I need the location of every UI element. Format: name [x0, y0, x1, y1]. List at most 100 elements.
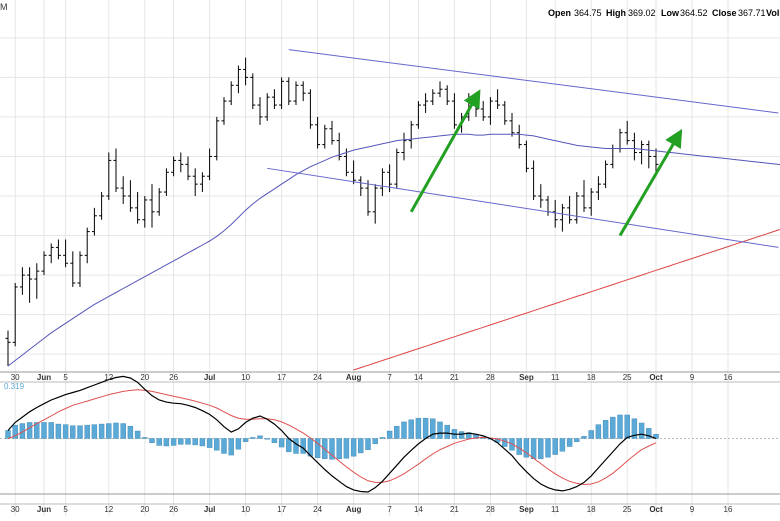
ohlc-bar — [523, 140, 529, 173]
ohlc-bar — [322, 124, 328, 149]
macd-histogram-bar — [502, 438, 508, 447]
macd-histogram-bar — [386, 430, 393, 439]
long-moving-average-line — [353, 228, 780, 371]
ohlc-bar — [127, 180, 133, 212]
ohlc-bar — [228, 81, 234, 106]
macd-histogram-bar — [41, 422, 47, 439]
header: M Open 364.75 High 369.02 Low 364.52 Clo… — [0, 2, 780, 391]
ohlc-bar — [185, 156, 191, 181]
x-tick-label: 25 — [623, 373, 632, 382]
macd-histogram-bar — [631, 418, 638, 439]
x-tick-label: 26 — [169, 373, 178, 382]
macd-histogram-bar — [199, 438, 206, 447]
ohlc-bar — [639, 140, 645, 165]
ohlc-bar — [135, 192, 141, 224]
x-tick-label: 24 — [313, 373, 322, 382]
ohlc-bar — [264, 93, 270, 121]
macd-histogram-bar — [610, 416, 616, 439]
macd-histogram-bar — [581, 436, 587, 439]
macd-histogram-bar — [458, 431, 465, 439]
x-tick-label: 11 — [551, 373, 560, 382]
low-label: Low — [661, 8, 680, 18]
high-label: High — [606, 8, 626, 18]
macd-histogram-bar — [595, 424, 602, 439]
macd-histogram-bar — [638, 422, 645, 439]
ohlc-bar — [329, 120, 335, 145]
ohlc-bar — [430, 89, 436, 106]
macd-histogram-bar — [574, 438, 580, 442]
ohlc-bar — [199, 172, 205, 193]
x-tick-label: 17 — [277, 373, 286, 382]
macd-histogram-bar — [84, 424, 90, 439]
ohlc-bar — [99, 192, 105, 220]
ohlc-bar — [235, 65, 241, 94]
macd-histogram-bar — [206, 438, 213, 448]
macd-histogram-bar — [221, 438, 227, 454]
annotations — [267, 49, 779, 248]
ohlc-bar — [257, 97, 263, 125]
high-value: 369.02 — [628, 8, 656, 18]
x-tick-label: 16 — [724, 505, 733, 514]
macd-signal-line — [7, 389, 657, 486]
ohlc-bar — [48, 243, 54, 264]
ohlc-bar — [365, 180, 371, 216]
macd-histogram-bar — [178, 438, 184, 445]
ohlc-bar — [91, 207, 97, 236]
close-value: 367.71 — [738, 8, 766, 18]
ohlc-bar — [487, 97, 493, 125]
x-tick-label: 21 — [450, 373, 459, 382]
open-label: Open — [548, 8, 571, 18]
macd-histogram-bar — [358, 438, 364, 454]
ohlc-bar — [502, 101, 508, 125]
macd-histogram-bar — [98, 423, 105, 439]
macd-histogram-bar — [293, 438, 299, 454]
ohlc-bar — [27, 267, 33, 303]
close-label: Close — [712, 8, 737, 18]
macd-histogram-bar — [156, 438, 162, 446]
macd-histogram-bar — [444, 424, 450, 439]
x-tick-label: 14 — [414, 373, 423, 382]
macd-histogram-bar — [602, 420, 609, 439]
ohlc-bar — [531, 160, 537, 200]
x-axis: 30 Jun 5 12 20 26 Jul 10 17 24 Aug 7 14 21 28 Sep 11 18 25… — [11, 373, 733, 514]
ohlc-bar — [444, 85, 450, 106]
x-tick-label: Oct — [649, 505, 663, 514]
macd-histogram-bar — [185, 438, 191, 445]
macd-histogram-bar — [26, 422, 33, 439]
ohlc-bar — [379, 168, 385, 196]
macd-histogram-bar — [379, 437, 386, 439]
ohlc-bar — [394, 148, 400, 189]
x-tick-label: Sep — [519, 373, 534, 382]
macd-histogram-bar — [149, 438, 155, 443]
x-tick-label: 30 — [11, 505, 20, 514]
price-panel — [5, 57, 659, 367]
macd-histogram-bar — [538, 438, 544, 460]
macd-histogram-bar — [408, 419, 414, 439]
ohlc-bar — [401, 132, 407, 161]
x-tick-label: 20 — [140, 373, 149, 382]
ohlc-bar — [372, 184, 378, 224]
macd-histogram-bar — [264, 438, 270, 440]
macd-histogram-bar — [214, 438, 220, 451]
ohlc-bar — [595, 176, 601, 200]
ohlc-bar — [34, 263, 40, 299]
macd-histogram-bar — [77, 425, 83, 439]
green-up-arrow — [618, 128, 683, 237]
channel-trendline — [267, 167, 779, 248]
x-tick-label: Oct — [649, 373, 663, 382]
macd-histogram-bar — [134, 430, 141, 439]
macd-histogram-bar — [394, 425, 400, 439]
ohlc-bar — [5, 330, 11, 367]
macd-histogram-bar — [163, 438, 170, 447]
ohlc-bar — [300, 81, 306, 102]
moving-averages — [7, 133, 780, 371]
ohlc-bar — [163, 168, 169, 196]
macd-histogram-bar — [48, 422, 54, 439]
ohlc-bar — [77, 251, 83, 287]
x-tick-label: Jul — [204, 505, 216, 514]
macd-histogram-bar — [228, 438, 234, 456]
macd-histogram-bar — [624, 414, 630, 439]
ohlc-bar — [408, 120, 414, 149]
x-tick-label: 18 — [587, 505, 596, 514]
